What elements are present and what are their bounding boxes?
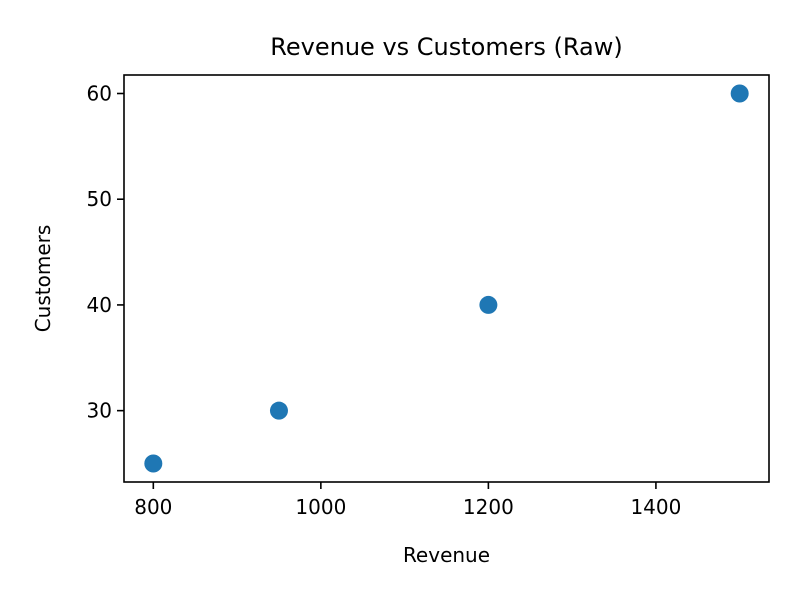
data-points bbox=[144, 84, 749, 473]
x-axis-label: Revenue bbox=[403, 543, 490, 567]
x-tick-label: 1200 bbox=[463, 495, 514, 519]
x-axis-ticks: 800 1000 1200 1400 bbox=[134, 482, 681, 519]
x-tick-label: 1000 bbox=[295, 495, 346, 519]
x-tick-label: 1400 bbox=[630, 495, 681, 519]
y-tick-label: 60 bbox=[87, 82, 112, 106]
y-tick-label: 40 bbox=[87, 293, 112, 317]
chart-title: Revenue vs Customers (Raw) bbox=[270, 33, 622, 61]
y-tick-label: 30 bbox=[87, 399, 112, 423]
y-tick-label: 50 bbox=[87, 187, 112, 211]
scatter-point bbox=[479, 295, 498, 314]
plot-frame bbox=[123, 74, 770, 483]
scatter-point bbox=[269, 401, 288, 420]
plot-area: 800 1000 1200 1400 30 40 50 60 bbox=[87, 74, 770, 519]
scatter-point bbox=[730, 84, 749, 103]
x-tick-label: 800 bbox=[134, 495, 172, 519]
y-axis-label: Customers bbox=[31, 225, 55, 333]
y-axis-ticks: 30 40 50 60 bbox=[87, 82, 124, 423]
scatter-point bbox=[144, 454, 163, 473]
